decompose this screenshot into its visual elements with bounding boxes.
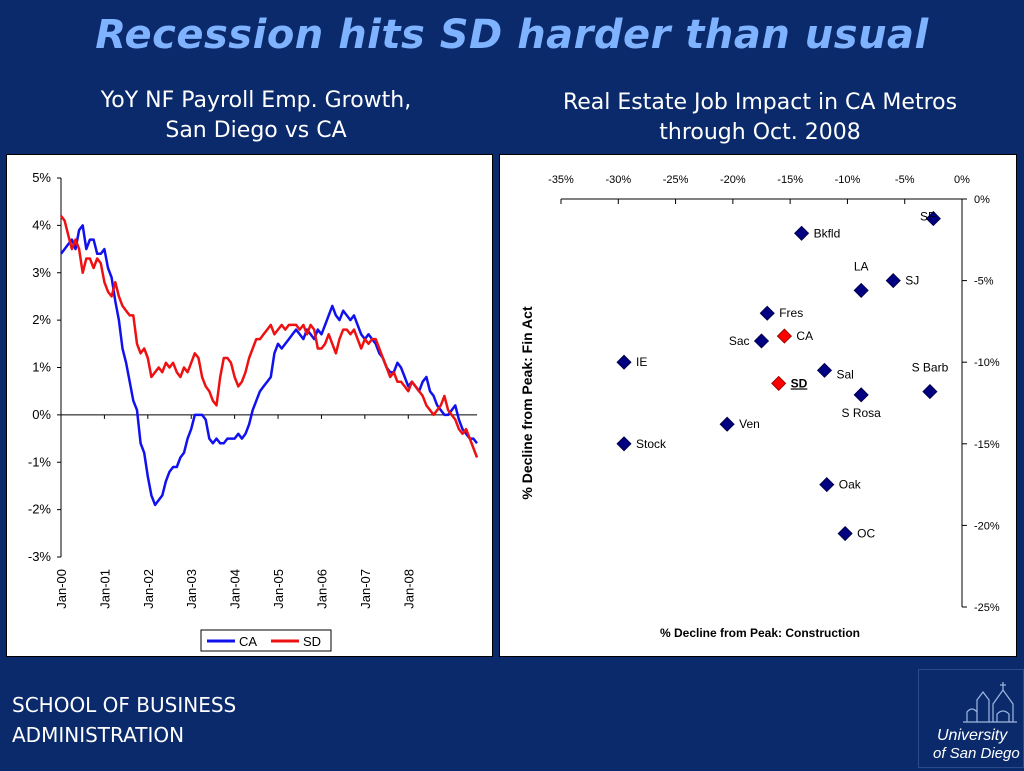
point-label-ven: Ven: [739, 417, 760, 431]
point-label-fres: Fres: [779, 306, 803, 320]
x-tick-label: Jan-04: [228, 569, 243, 609]
point-ca: [776, 328, 792, 344]
point-label-ca: CA: [796, 329, 813, 343]
y-tick-label: -5%: [974, 276, 994, 288]
x-tick-label: Jan-08: [401, 569, 416, 609]
x-tick-label: -15%: [777, 174, 803, 186]
x-tick-label: 0%: [954, 174, 970, 186]
point-s-barb: [922, 384, 938, 400]
y-tick-label: 0%: [32, 407, 51, 422]
x-tick-label: -5%: [895, 174, 915, 186]
point-s-rosa: [853, 387, 869, 403]
x-axis-title: % Decline from Peak: Construction: [660, 626, 860, 640]
logo-line2: of San Diego: [933, 745, 1020, 762]
point-sd: [771, 375, 787, 391]
x-tick-label: -35%: [548, 174, 574, 186]
point-label-s-rosa: S Rosa: [841, 406, 881, 420]
y-tick-label: 3%: [32, 265, 51, 280]
y-tick-label: -2%: [28, 502, 52, 517]
point-label-sj: SJ: [905, 274, 919, 288]
x-tick-label: Jan-02: [141, 569, 156, 609]
point-label-oc: OC: [857, 527, 875, 541]
y-tick-label: -1%: [28, 454, 52, 469]
y-tick-label: 1%: [32, 360, 51, 375]
point-label-sac: Sac: [729, 334, 750, 348]
x-tick-label: Jan-00: [54, 569, 69, 609]
y-tick-label: -20%: [974, 520, 1000, 532]
y-tick-label: 2%: [32, 312, 51, 327]
series-line-sd: [60, 215, 479, 458]
point-la: [853, 282, 869, 298]
point-label-sf: SF: [920, 210, 935, 224]
point-label-s-barb: S Barb: [912, 361, 949, 375]
legend-box: [200, 629, 332, 652]
point-stock: [616, 436, 632, 452]
scatter-chart-panel: -35% -30% -25% -20% -15% -10% -5% 0% 0% -5% -10% -1…: [499, 154, 1017, 657]
y-tick-label: -3%: [28, 549, 52, 564]
point-sal: [816, 362, 833, 378]
point-ie: [616, 354, 632, 370]
y-tick-label: 0%: [974, 194, 990, 206]
y-axis-title: % Decline from Peak: Fin Act: [519, 306, 535, 500]
university-seal-icon: University of San Diego: [933, 682, 1020, 762]
footer-line1: SCHOOL OF BUSINESS: [12, 693, 237, 717]
point-label-sal: Sal: [837, 367, 854, 381]
logo-line1: University: [937, 727, 1008, 744]
point-label-oak: Oak: [839, 478, 862, 492]
chart-legend: CA SD: [200, 629, 332, 652]
y-tick-label: -25%: [974, 602, 1000, 614]
left-chart-title-line1: YoY NF Payroll Emp. Growth,: [100, 88, 412, 113]
point-bkfld: [794, 225, 810, 241]
line-chart-panel: 5% 4% 3% 2% 1% 0% -1% -2% -3% Jan-00 Jan-01 Jan-02 J…: [6, 154, 493, 657]
point-ven: [719, 416, 735, 432]
x-tick-label: Jan-06: [314, 569, 329, 609]
point-oak: [819, 477, 835, 493]
footer-school-name: SCHOOL OF BUSINESS ADMINISTRATION: [12, 690, 236, 750]
x-tick-label: -20%: [720, 174, 746, 186]
legend-label-sd: SD: [303, 634, 321, 649]
right-chart-title-line1: Real Estate Job Impact in CA Metros: [562, 90, 958, 115]
point-sf: [925, 211, 941, 227]
point-sj: [885, 273, 901, 289]
right-chart-title: Real Estate Job Impact in CA Metros thro…: [500, 88, 1020, 148]
y-tick-label: -10%: [974, 357, 1000, 369]
point-fres: [759, 305, 775, 321]
university-logo: University of San Diego: [918, 669, 1024, 768]
point-label-ie: IE: [636, 355, 647, 369]
y-tick-label: 4%: [32, 217, 51, 232]
point-label-stock: Stock: [636, 437, 667, 451]
point-oc: [837, 525, 853, 542]
point-sac: [753, 333, 770, 349]
x-tick-label: Jan-01: [97, 569, 112, 609]
legend-label-ca: CA: [239, 634, 257, 649]
x-tick-label: -25%: [663, 174, 689, 186]
y-tick-label: 5%: [32, 170, 51, 185]
x-tick-label: Jan-07: [358, 569, 373, 609]
footer-line2: ADMINISTRATION: [12, 723, 185, 747]
x-tick-label: -10%: [835, 174, 861, 186]
point-label-sd: SD: [791, 376, 808, 390]
left-chart-title-line2: San Diego vs CA: [165, 118, 347, 143]
slide-title: Recession hits SD harder than usual: [95, 12, 929, 58]
scatter-chart: -35% -30% -25% -20% -15% -10% -5% 0% 0% -5% -10% -1…: [519, 174, 1000, 640]
y-tick-label: -15%: [974, 439, 1000, 451]
x-tick-label: Jan-05: [271, 569, 286, 609]
left-chart-title: YoY NF Payroll Emp. Growth, San Diego vs…: [0, 86, 512, 146]
x-tick-label: Jan-03: [184, 569, 199, 609]
series-line-ca: [60, 224, 478, 507]
line-chart: 5% 4% 3% 2% 1% 0% -1% -2% -3%Jan-00 Jan-01 Jan-02 J…: [28, 170, 479, 652]
point-label-bkfld: Bkfld: [814, 226, 841, 240]
point-label-la: LA: [854, 259, 869, 273]
right-chart-title-line2: through Oct. 2008: [659, 120, 861, 145]
x-tick-label: -30%: [605, 174, 631, 186]
